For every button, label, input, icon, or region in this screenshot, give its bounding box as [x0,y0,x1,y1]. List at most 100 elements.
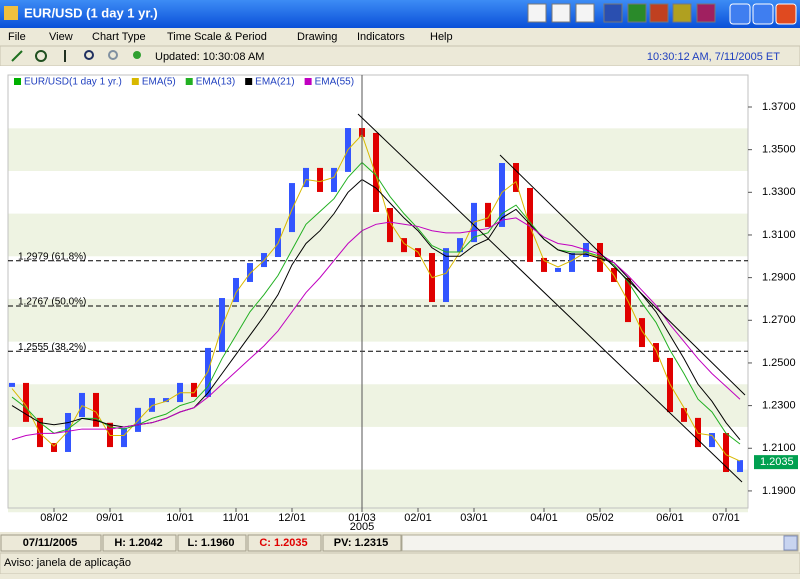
price-bar [653,343,659,362]
legend-swatch [304,78,312,85]
legend-label: EMA(21) [255,77,294,88]
price-bar [499,163,505,227]
legend-label: EMA(13) [196,77,235,88]
icon[interactable] [551,3,571,23]
tool-icon[interactable] [133,51,141,59]
menu-bar [0,28,800,46]
price-bar [443,248,449,303]
price-bar [485,202,491,227]
scrollbar[interactable] [401,534,799,552]
last-price-label: 1.2035 [760,456,794,468]
price-bar [373,132,379,213]
price-bar [457,238,463,253]
status-fields: 07/11/2005 H: 1.2042 L: 1.1960 C: 1.2035 PV:… [0,534,402,552]
menu-item[interactable]: File [8,31,26,43]
fib-label: 1.2555 (38.2%) [18,342,86,353]
legend-swatch [245,78,253,85]
price-bar [219,298,225,352]
y-tick-label: 1.2300 [762,400,796,412]
status-text: C: 1.2035 [259,537,307,549]
price-bar [65,412,71,452]
status-field [177,534,247,552]
status-text: PV: 1.2315 [334,537,388,549]
status-field [322,534,402,552]
price-bar [163,398,169,403]
x-tick-label: 08/02 [40,512,68,524]
clock: 10:30:12 AM, 7/11/2005 ET [647,51,780,63]
last-price-box [754,455,798,470]
icon[interactable] [649,3,669,23]
icon[interactable] [627,3,647,23]
menu-item[interactable]: Chart Type [92,31,146,43]
icon[interactable] [575,3,595,23]
price-bar [625,277,631,323]
trend-channel-line [499,154,746,396]
window-title: EUR/USD (1 day 1 yr.) [24,5,158,20]
minimize-button[interactable] [729,3,751,25]
price-bar [737,460,743,473]
price-bar [247,263,253,282]
y-tick-label: 1.3700 [762,101,796,113]
toolbar-icons-top [527,3,797,25]
y-tick-label: 1.3300 [762,186,796,198]
y-tick-label: 1.2100 [762,442,796,454]
menu-item[interactable]: View [49,31,73,43]
scroll-button[interactable] [783,535,798,551]
price-bar [233,277,239,303]
price-bar [23,382,29,422]
band [8,384,748,427]
plot: 1.3700 1.3500 1.3300 1.3100 1.2900 1.2700 1.25… [7,74,798,533]
ema-line [11,161,741,445]
x-tick-label: 01/03 [348,512,376,524]
fib-label: 1.2767 (50.0%) [18,297,86,308]
trend-channel-line [357,113,743,483]
price-bar [121,427,127,448]
legend-swatch [131,78,139,85]
status-field [0,534,102,552]
price-bar [205,347,211,397]
icon[interactable] [696,3,716,23]
band [8,469,748,513]
icon[interactable] [603,3,623,23]
icon[interactable] [527,3,547,23]
tool-icon[interactable] [108,50,118,60]
toolbar-icons [11,50,141,62]
legend-swatch [185,78,193,85]
y-tick-label: 1.2500 [762,357,796,369]
menu-item[interactable]: Indicators [357,31,405,43]
price-bar [303,167,309,188]
price-bar [639,318,645,348]
x-tick-label: 04/01 [530,512,558,524]
x-tick-label: 07/01 [712,512,740,524]
app-icon [4,6,18,20]
y-tick-label: 1.2700 [762,314,796,326]
close-button[interactable] [775,3,797,25]
status-text: 07/11/2005 [23,537,77,549]
tool-icon[interactable] [35,50,47,62]
price-bar [93,392,99,427]
legend-label: EUR/USD(1 day 1 yr.) [24,77,122,88]
band [8,213,748,257]
price-bar [317,167,323,192]
status-field [247,534,322,552]
price-bar [541,257,547,272]
maximize-button[interactable] [752,3,774,25]
price-bar [387,208,393,243]
x-tick-label: 10/01 [166,512,194,524]
price-bar [51,443,57,452]
price-bar [149,398,155,412]
menu-item[interactable]: Drawing [297,31,337,43]
tool-icon[interactable] [84,50,94,60]
price-bar [9,382,15,387]
legend-swatch [14,78,21,85]
y-tick-label: 1.3100 [762,229,796,241]
tool-icon[interactable] [11,50,23,62]
x-tick-label: 09/01 [96,512,124,524]
icon[interactable] [672,3,692,23]
menu-item[interactable]: Time Scale & Period [167,31,267,43]
status-text: L: 1.1960 [187,537,234,549]
x-tick-label: 05/02 [586,512,614,524]
menu-item[interactable]: Help [430,31,453,43]
price-bar [401,238,407,253]
